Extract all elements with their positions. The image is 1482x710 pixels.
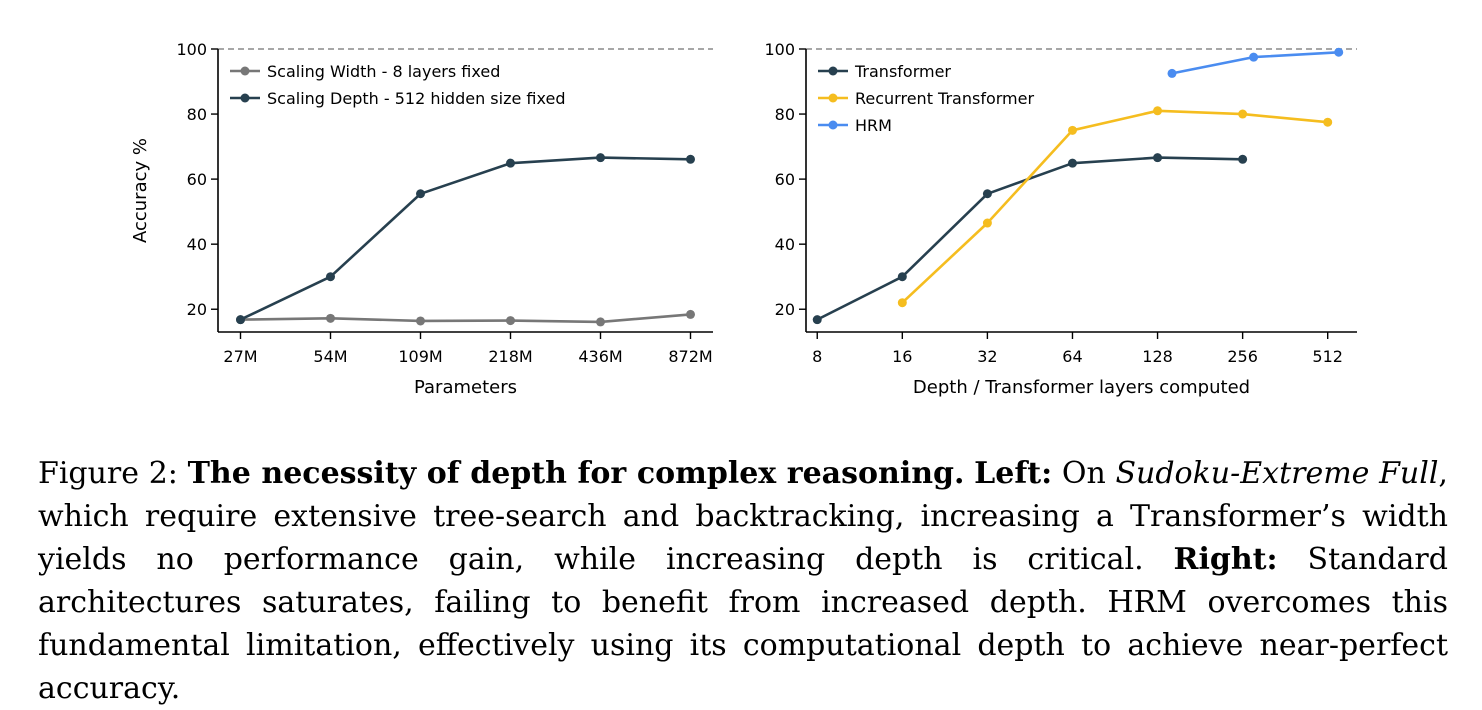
x-tick-label: 54M: [313, 347, 347, 366]
x-tick-label: 436M: [578, 347, 622, 366]
caption-label: Figure 2:: [38, 456, 178, 491]
legend-label: Scaling Width - 8 layers fixed: [267, 62, 500, 81]
x-tick-label: 16: [892, 347, 912, 366]
data-point: [686, 309, 695, 319]
legend-label: Transformer: [854, 62, 951, 81]
caption-left-pre: On: [1061, 456, 1106, 491]
figure-charts: 20 40 60 80 100 27M 54M 109M 218M 436M 872M Paramet…: [130, 40, 1357, 398]
x-axis-label: Depth / Transformer layers computed: [913, 377, 1250, 398]
data-point: [1238, 154, 1248, 164]
y-axis-label: Accuracy %: [130, 138, 151, 243]
x-tick-label: 32: [977, 347, 997, 366]
data-point: [812, 315, 822, 325]
data-point: [982, 218, 992, 228]
data-point: [416, 316, 425, 326]
data-point: [1238, 109, 1248, 119]
data-point: [1323, 117, 1333, 127]
chart-right: 20 40 60 80 100 8 16 32 64 128 256 512 Depth / Trans…: [764, 40, 1357, 398]
legend-swatch-marker: [828, 66, 838, 76]
x-tick-label: 8: [812, 347, 822, 366]
data-point: [236, 315, 245, 325]
x-tick-label: 872M: [668, 347, 712, 366]
caption-dataset: Sudoku-Extreme Full: [1115, 456, 1439, 491]
data-point: [326, 313, 335, 323]
legend-label: HRM: [855, 116, 892, 135]
data-point: [1067, 158, 1077, 168]
caption-right-label: Right:: [1173, 542, 1278, 577]
data-point: [596, 317, 605, 327]
data-point: [1249, 52, 1259, 62]
figure-caption: Figure 2: The necessity of depth for com…: [38, 452, 1448, 710]
x-tick-label: 27M: [223, 347, 257, 366]
chart-left: 20 40 60 80 100 27M 54M 109M 218M 436M 872M Paramet…: [130, 40, 713, 398]
data-point: [506, 316, 515, 326]
x-tick-label: 128: [1142, 347, 1173, 366]
x-tick-label: 512: [1312, 347, 1343, 366]
y-tick-label: 40: [187, 235, 207, 254]
data-point: [1167, 68, 1177, 78]
legend-label: Recurrent Transformer: [855, 89, 1034, 108]
series-line-1: [239, 156, 691, 321]
series-line-0: [240, 313, 691, 324]
data-point: [686, 154, 695, 164]
data-point: [897, 298, 907, 308]
data-point: [1334, 47, 1344, 57]
caption-title: The necessity of depth for complex reaso…: [187, 456, 965, 491]
y-tick-label: 80: [187, 105, 207, 124]
caption-left-text: , which require extensive tree-search an…: [38, 456, 1448, 577]
y-tick-label: 80: [775, 105, 795, 124]
y-tick-label: 100: [176, 40, 207, 59]
x-tick-label: 218M: [488, 347, 532, 366]
data-point: [596, 153, 605, 163]
data-point: [982, 189, 992, 199]
y-tick-label: 100: [764, 40, 795, 59]
data-point: [1153, 106, 1163, 116]
y-tick-label: 40: [775, 235, 795, 254]
data-point: [416, 189, 425, 199]
y-tick-label: 60: [775, 170, 795, 189]
x-tick-label: 64: [1062, 347, 1082, 366]
x-axis-label: Parameters: [414, 377, 517, 398]
legend-label: Scaling Depth - 512 hidden size fixed: [267, 89, 565, 108]
x-tick-label: 109M: [398, 347, 442, 366]
data-point: [326, 272, 335, 282]
data-point: [506, 158, 515, 168]
series-line-0: [816, 156, 1243, 321]
legend-swatch-marker: [240, 66, 250, 76]
series-line-1: [901, 109, 1328, 304]
caption-left-label: Left:: [974, 456, 1053, 491]
y-tick-label: 20: [775, 300, 795, 319]
legend-swatch-marker: [828, 120, 838, 130]
data-point: [897, 272, 907, 282]
legend-swatch-marker: [828, 93, 838, 103]
legend-swatch-marker: [240, 93, 250, 103]
y-tick-label: 20: [187, 300, 207, 319]
caption-right-text: Standard architectures saturates, failin…: [38, 542, 1448, 706]
data-point: [1067, 125, 1077, 135]
x-tick-label: 256: [1227, 347, 1258, 366]
y-tick-label: 60: [187, 170, 207, 189]
data-point: [1153, 153, 1163, 163]
